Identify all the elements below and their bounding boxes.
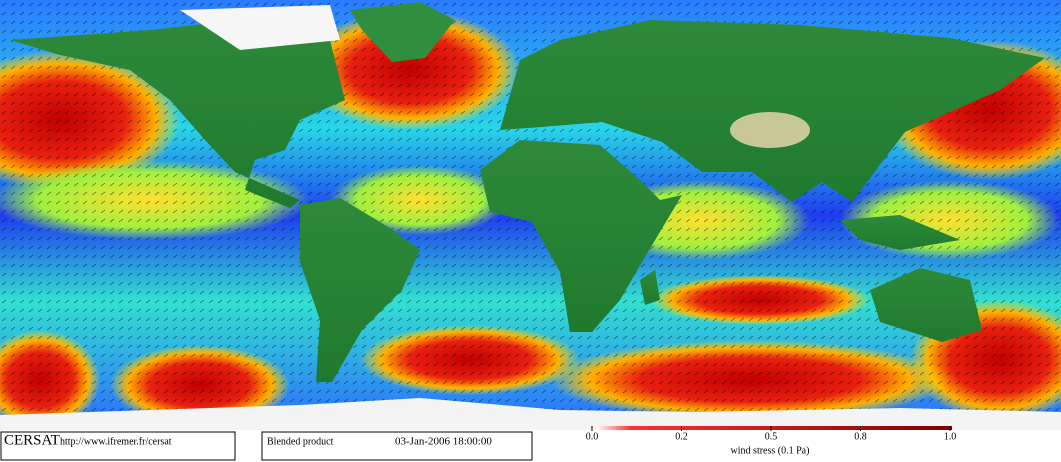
colorbar-label: wind stress (0.1 Pa)	[731, 445, 810, 456]
footer: CERSAT http://www.ifremer.fr/cersat Blen…	[0, 426, 1061, 462]
date: 03-Jan-2006 18:00:00	[395, 436, 492, 448]
logo-box	[0, 431, 236, 461]
product: Blended product	[267, 436, 334, 447]
colorbar-tick-label: 0.2	[675, 431, 688, 442]
colorbar-tick-label: 1.0	[944, 431, 957, 442]
logo: CERSAT	[4, 432, 60, 448]
colorbar-tick-label: 0.0	[586, 431, 599, 442]
url: http://www.ifremer.fr/cersat	[60, 436, 172, 447]
colorbar-tick-label: 0.8	[854, 431, 867, 442]
land	[0, 2, 1061, 430]
colorbar-tick-label: 0.5	[765, 431, 778, 442]
product-box	[261, 431, 533, 461]
colorbar	[596, 426, 952, 430]
